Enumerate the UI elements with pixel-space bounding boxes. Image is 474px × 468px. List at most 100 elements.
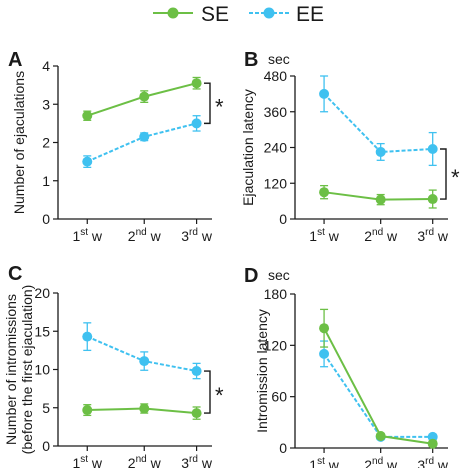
y-axis-label: Ejaculation latency [240,89,256,206]
series-ee [319,340,438,442]
x-tick-week: w [198,455,213,468]
data-point [139,131,150,142]
x-tick-label: 3rd w [417,227,449,244]
panel-letter: C [8,263,22,285]
x-tick-number: 3 [417,457,425,468]
x-tick-ordinal: rd [425,227,434,238]
x-tick-number: 3 [417,228,425,244]
y-tick-label: 10 [34,362,50,378]
x-tick-number: 2 [364,228,372,244]
y-tick-label: 60 [271,389,287,405]
x-tick-week: w [147,228,162,244]
significance-bracket: * [204,370,224,414]
y-tick-label: 0 [42,438,50,454]
y-tick-label: 2 [42,135,50,151]
y-tick-label: 240 [264,140,288,156]
data-point [319,323,330,334]
x-tick-ordinal: st [317,227,325,238]
x-tick-ordinal: st [80,227,88,238]
x-tick-number: 2 [364,457,372,468]
y-axis-label: Number of intromissions [3,294,19,445]
x-tick-ordinal: rd [189,227,198,238]
y-tick-label: 360 [264,104,288,120]
x-tick-ordinal: nd [372,456,383,467]
y-tick-label: 0 [279,211,287,227]
data-point [319,187,330,198]
significance-asterisk: * [215,383,224,408]
data-point [319,88,330,99]
significance-asterisk: * [215,94,224,119]
series-line [323,327,433,445]
x-tick-label: 2nd w [128,227,162,244]
x-tick-week: w [383,457,398,468]
panel-letter: D [244,265,258,287]
data-point [139,91,150,102]
data-point [375,431,386,442]
series-se [82,76,202,121]
x-tick-week: w [88,455,103,468]
x-tick-number: 2 [128,455,136,468]
data-point [375,194,386,205]
data-point [82,405,93,416]
significance-bracket: * [204,82,224,125]
x-tick-week: w [325,457,340,468]
panel-unit: sec [268,267,290,283]
x-tick-number: 1 [72,455,80,468]
y-tick-label: 120 [264,337,288,353]
data-point [139,403,150,414]
data-point [427,143,438,154]
panel-unit: sec [268,51,290,67]
x-tick-week: w [434,228,449,244]
series-se [319,308,438,449]
x-tick-number: 1 [309,457,317,468]
data-point [191,78,202,89]
legend-item-ee: EE [249,3,324,26]
x-tick-ordinal: st [317,456,325,467]
x-tick-number: 2 [128,228,136,244]
legend-marker [263,7,275,19]
x-tick-week: w [88,228,103,244]
x-tick-label: 1st w [72,454,102,468]
x-tick-label: 1st w [309,227,339,244]
y-axis-label: Intromission latency [254,309,270,433]
x-tick-ordinal: rd [189,454,198,465]
x-tick-ordinal: nd [136,227,147,238]
data-point [191,118,202,129]
x-tick-ordinal: nd [372,227,383,238]
x-tick-label: 3rd w [181,227,213,244]
x-tick-ordinal: st [80,454,88,465]
legend-label: SE [201,3,229,26]
data-point [427,438,438,449]
data-point [191,408,202,419]
x-tick-label: 2nd w [128,454,162,468]
y-tick-label: 0 [279,440,287,456]
series-line [323,353,433,438]
data-point [82,331,93,342]
x-tick-number: 1 [309,228,317,244]
y-axis-label: Number of ejaculations [11,71,27,214]
x-tick-week: w [325,228,340,244]
panel-letter: A [8,49,22,71]
significance-asterisk: * [451,165,460,190]
bracket-line [204,82,211,125]
data-point [191,366,202,377]
x-tick-label: 1st w [72,227,102,244]
x-tick-label: 3rd w [417,456,449,468]
series-se [82,403,202,420]
y-tick-label: 180 [264,286,288,302]
x-tick-label: 1st w [309,456,339,468]
x-tick-ordinal: nd [136,454,147,465]
series-se [319,184,438,209]
x-tick-number: 3 [181,455,189,468]
y-tick-label: 0 [42,211,50,227]
legend: SE EE [153,3,324,26]
bracket-line [204,370,211,414]
data-point [427,194,438,205]
x-tick-week: w [198,228,213,244]
data-point [139,356,150,367]
